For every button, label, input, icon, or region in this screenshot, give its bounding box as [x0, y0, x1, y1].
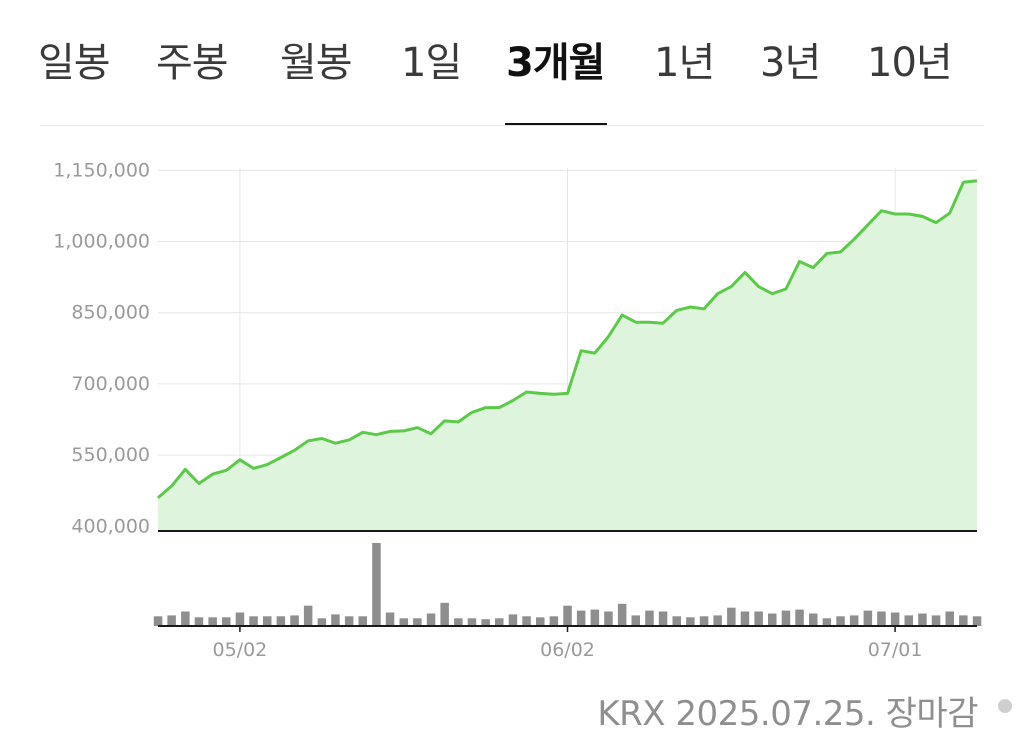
volume-bar — [727, 607, 736, 626]
volume-bar — [781, 610, 791, 626]
y-axis-labels: 1,150,000 1,000,000 850,000 700,000 550,000 4… — [53, 159, 150, 537]
volume-bar — [549, 616, 559, 626]
volume-bar — [385, 612, 395, 626]
active-tab-underline — [505, 123, 607, 126]
volume-bar — [536, 617, 545, 626]
volume-bar — [331, 614, 340, 626]
tabs-divider — [40, 125, 984, 126]
volume-bar — [181, 611, 190, 626]
volume-bar — [972, 616, 982, 626]
price-area — [158, 180, 977, 532]
volume-bar — [208, 617, 217, 626]
volume-bar — [276, 616, 286, 626]
y-tick-label-2: 850,000 — [71, 302, 150, 324]
tab-3[interactable]: 월봉 — [280, 40, 353, 86]
volume-bar — [344, 616, 354, 626]
status-dot-icon — [998, 699, 1012, 713]
tab-1[interactable]: 일봉 — [38, 40, 111, 86]
tab-4[interactable]: 1일 — [401, 40, 462, 86]
volume-bar — [167, 615, 176, 626]
y-tick-label-4: 550,000 — [71, 444, 150, 466]
volume-bar — [290, 615, 299, 626]
volume-bar — [495, 618, 504, 626]
volume-bar — [809, 613, 818, 626]
volume-bar — [713, 615, 722, 626]
volume-bar — [263, 616, 272, 626]
x-axis-labels: 05/02 06/02 07/01 — [213, 626, 923, 661]
volume-bar — [467, 618, 477, 626]
tab-2[interactable]: 주봉 — [156, 40, 229, 86]
volume-bar — [645, 610, 654, 626]
y-tick-label-5: 400,000 — [71, 515, 150, 537]
volume-bar — [822, 618, 832, 626]
volume-bar — [413, 618, 422, 626]
volume-bar — [877, 611, 886, 626]
volume-bar — [358, 616, 367, 626]
volume-bar — [795, 609, 804, 626]
volume-bar — [522, 616, 531, 626]
tab-5[interactable]: 3개월 — [506, 40, 605, 86]
volume-bar — [372, 543, 381, 626]
x-tick-label-2: 07/01 — [868, 639, 923, 661]
volume-bar — [563, 605, 572, 626]
period-tabs: 일봉 주봉 월봉 1일 3개월 1년 3년 10년 — [0, 0, 1024, 126]
volume-bar — [945, 611, 954, 626]
y-tick-label-1: 1,000,000 — [53, 231, 150, 253]
volume-bar — [508, 614, 518, 626]
volume-bar — [740, 611, 750, 626]
volume-bar — [617, 603, 627, 626]
volume-bar — [576, 610, 586, 626]
tab-6[interactable]: 1년 — [654, 40, 715, 86]
volume-bar — [426, 613, 436, 626]
volume-bar — [481, 619, 490, 626]
volume-bar — [918, 613, 927, 626]
x-tick-label-1: 06/02 — [540, 639, 595, 661]
volume-bar — [399, 618, 408, 626]
volume-bar — [658, 611, 668, 626]
price-line — [157, 179, 978, 499]
volume-bar — [699, 616, 709, 626]
volume-bar — [440, 602, 449, 626]
volume-bar — [153, 616, 163, 626]
tab-8[interactable]: 10년 — [867, 40, 953, 86]
volume-bar — [836, 616, 845, 626]
market-status: KRX 2025.07.25. 장마감 — [597, 694, 978, 734]
volume-bar — [863, 610, 873, 626]
volume-bar — [849, 615, 859, 626]
y-tick-label-3: 700,000 — [71, 373, 150, 395]
volume-bar — [686, 617, 695, 626]
volume-bar — [931, 615, 941, 626]
volume-bar — [904, 615, 913, 626]
volume-bar — [317, 618, 327, 626]
price-chart: 1,150,000 1,000,000 850,000 700,000 550,000 4… — [53, 159, 982, 661]
volume-bars — [153, 543, 982, 626]
volume-bar — [222, 617, 231, 626]
tab-7[interactable]: 3년 — [760, 40, 821, 86]
volume-bar — [768, 613, 777, 626]
volume-bar — [194, 617, 204, 626]
volume-bar — [959, 615, 968, 626]
y-tick-label-0: 1,150,000 — [53, 159, 150, 181]
volume-bar — [235, 612, 245, 626]
volume-bar — [754, 611, 763, 626]
volume-bar — [454, 618, 463, 626]
volume-bar — [672, 616, 681, 626]
volume-bar — [890, 612, 900, 626]
volume-bar — [249, 616, 258, 626]
x-tick-label-0: 05/02 — [213, 639, 268, 661]
volume-bar — [604, 611, 613, 626]
volume-bar — [590, 609, 600, 626]
volume-bar — [303, 605, 313, 626]
volume-bar — [631, 615, 640, 626]
